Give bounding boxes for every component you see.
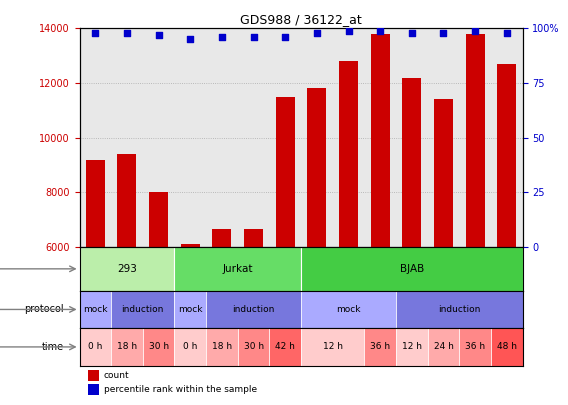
Text: mock: mock [83, 305, 107, 314]
Bar [181, 244, 200, 247]
FancyBboxPatch shape [460, 328, 491, 366]
FancyBboxPatch shape [80, 291, 111, 328]
Text: induction: induction [232, 305, 275, 314]
Bar [89, 384, 99, 395]
Point [439, 30, 448, 36]
Text: percentile rank within the sample: percentile rank within the sample [104, 385, 257, 394]
Bar [402, 77, 421, 247]
Text: time: time [41, 342, 64, 352]
Text: induction: induction [122, 305, 164, 314]
FancyBboxPatch shape [269, 328, 301, 366]
FancyBboxPatch shape [301, 291, 396, 328]
FancyBboxPatch shape [111, 328, 143, 366]
FancyBboxPatch shape [364, 328, 396, 366]
FancyBboxPatch shape [206, 328, 238, 366]
Point [249, 34, 258, 40]
Point [91, 30, 100, 36]
FancyBboxPatch shape [206, 291, 301, 328]
FancyBboxPatch shape [111, 291, 174, 328]
FancyBboxPatch shape [80, 247, 174, 291]
Text: 36 h: 36 h [465, 342, 485, 352]
Point [154, 32, 163, 38]
Bar [339, 61, 358, 247]
FancyBboxPatch shape [238, 328, 269, 366]
Bar [371, 34, 390, 247]
FancyBboxPatch shape [174, 328, 206, 366]
FancyBboxPatch shape [491, 328, 523, 366]
Bar [307, 88, 327, 247]
FancyBboxPatch shape [428, 328, 460, 366]
Text: 42 h: 42 h [275, 342, 295, 352]
Text: protocol: protocol [24, 305, 64, 314]
Point [375, 27, 385, 34]
Bar [118, 154, 136, 247]
Text: mock: mock [178, 305, 203, 314]
Text: 18 h: 18 h [117, 342, 137, 352]
Point [281, 34, 290, 40]
Point [218, 34, 227, 40]
Bar [212, 229, 231, 247]
Point [344, 27, 353, 34]
Point [407, 30, 416, 36]
Bar [466, 34, 485, 247]
Text: 12 h: 12 h [323, 342, 343, 352]
Text: induction: induction [438, 305, 481, 314]
FancyBboxPatch shape [80, 328, 111, 366]
Text: BJAB: BJAB [400, 264, 424, 274]
FancyBboxPatch shape [301, 247, 523, 291]
Text: mock: mock [336, 305, 361, 314]
FancyBboxPatch shape [396, 328, 428, 366]
FancyBboxPatch shape [301, 328, 364, 366]
Text: 30 h: 30 h [149, 342, 169, 352]
Bar [89, 370, 99, 381]
Text: 12 h: 12 h [402, 342, 422, 352]
Text: 0 h: 0 h [183, 342, 198, 352]
Bar [275, 97, 295, 247]
Text: 30 h: 30 h [244, 342, 264, 352]
FancyBboxPatch shape [396, 291, 523, 328]
Bar [497, 64, 516, 247]
Text: 293: 293 [117, 264, 137, 274]
Text: 48 h: 48 h [497, 342, 517, 352]
Text: 36 h: 36 h [370, 342, 390, 352]
Bar [244, 229, 263, 247]
FancyBboxPatch shape [174, 247, 301, 291]
Title: GDS988 / 36122_at: GDS988 / 36122_at [240, 13, 362, 26]
Text: 18 h: 18 h [212, 342, 232, 352]
Text: 24 h: 24 h [433, 342, 453, 352]
FancyBboxPatch shape [143, 328, 174, 366]
Text: Jurkat: Jurkat [223, 264, 253, 274]
Point [502, 30, 511, 36]
Point [312, 30, 321, 36]
Bar [434, 99, 453, 247]
FancyBboxPatch shape [174, 291, 206, 328]
Point [123, 30, 132, 36]
Bar [86, 160, 105, 247]
Text: count: count [104, 371, 130, 380]
Point [186, 36, 195, 43]
Bar [149, 192, 168, 247]
Point [470, 27, 479, 34]
Text: 0 h: 0 h [88, 342, 103, 352]
